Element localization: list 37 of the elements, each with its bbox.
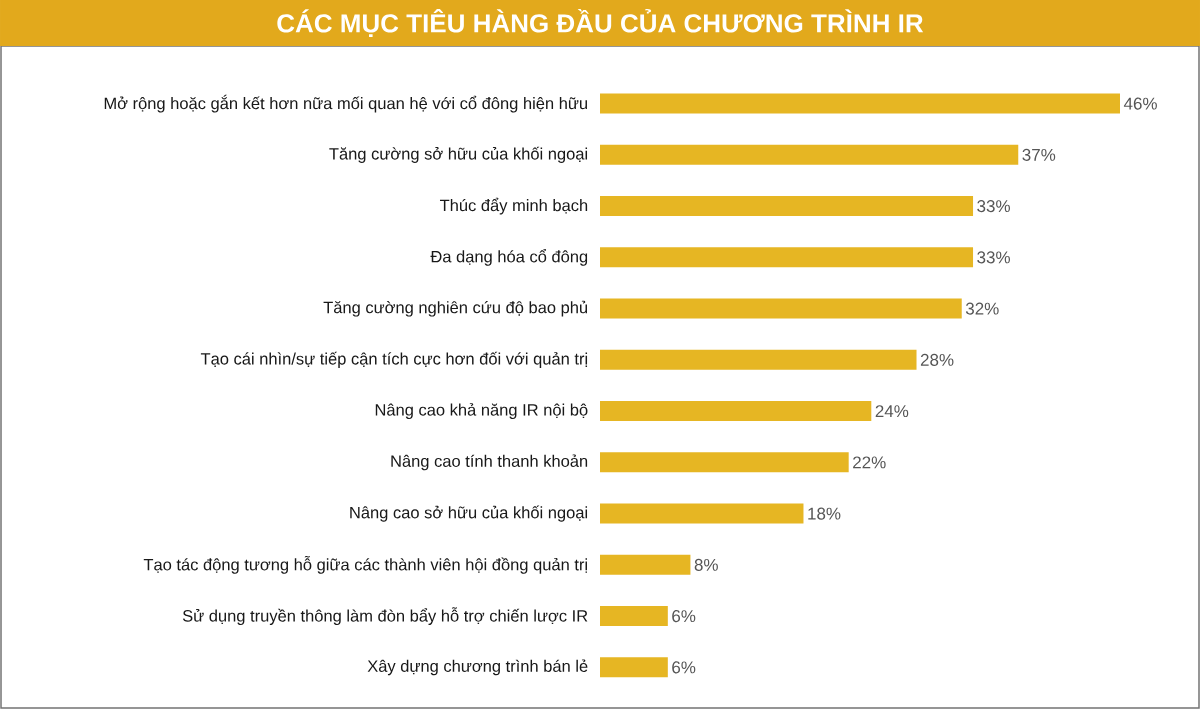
y-tick-label: Xây dựng chương trình bán lẻ [367,659,588,676]
y-tick-label: Tăng cường nghiên cứu độ bao phủ [323,300,588,317]
data-label: 22% [853,456,886,469]
y-tick-label: Nâng cao tính thanh khoản [391,454,588,471]
data-label: 24% [875,405,909,418]
data-label: 33% [977,200,1010,213]
y-tick-label: Đa dạng hóa cổ đông [430,249,588,266]
bar [600,349,917,370]
bar [600,452,849,473]
y-tick-label: Mở rộng hoặc gắn kết hơn nữa mối quan hệ với cổ đông hiện hữu [104,94,587,113]
y-tick-label: Sử dụng truyền thông làm đòn bẩy hỗ trợ chiến lược IR [182,607,588,625]
y-tick-label: Nâng cao khả năng IR nội bộ [375,403,588,419]
y-tick-label: Thúc đẩy minh bạch [440,197,588,215]
y-tick-label: Nâng cao sở hữu của khối ngoại [350,505,588,522]
bar [600,298,962,319]
data-label: 18% [808,507,841,520]
bar [600,93,1120,114]
bar [600,247,974,268]
data-label: 46% [1123,97,1157,110]
chart-title: CÁC MỤC TIÊU HÀNG ĐẦU CỦA CHƯƠNG TRÌNH IR [277,9,924,37]
bar [600,144,1019,165]
data-label: 33% [977,251,1010,264]
y-tick-label: Tạo tác động tương hỗ giữa các thành viên hội đồng quản trị [143,556,587,574]
bar [600,657,668,678]
bar [600,606,668,627]
data-label: 8% [694,558,718,571]
data-label: 32% [965,302,999,315]
y-tick-label: Tạo cái nhìn/sự tiếp cận tích cực hơn đối với quản trị [200,351,588,368]
bar [600,554,691,575]
bar [600,503,804,524]
bar [600,196,974,217]
data-label: 37% [1022,148,1056,161]
data-label: 6% [672,661,696,674]
data-label: 28% [920,353,954,366]
data-label: 6% [672,610,696,623]
bar [600,401,872,422]
y-tick-label: Tăng cường sở hữu của khối ngoại [329,146,588,163]
